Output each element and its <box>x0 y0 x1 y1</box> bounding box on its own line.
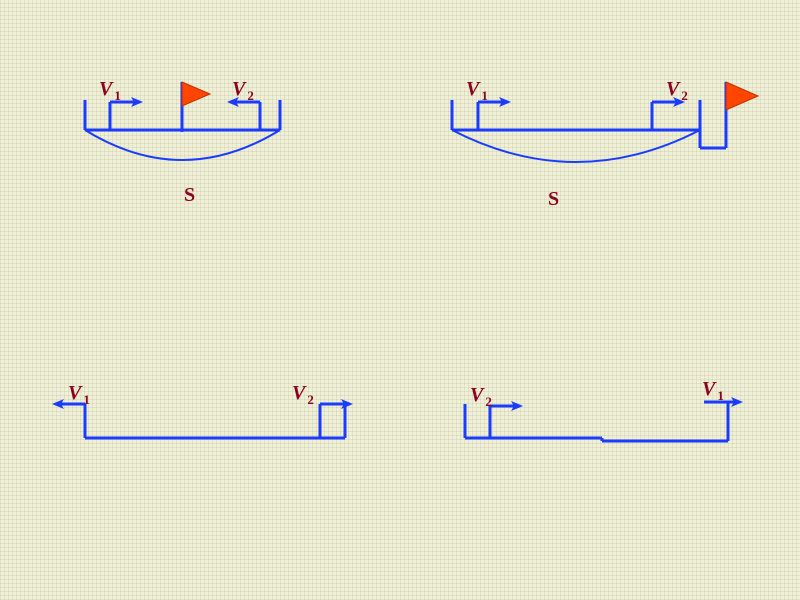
label-v2-tl: V2 <box>232 78 254 104</box>
label-s-tl: S <box>184 184 195 207</box>
label-v2-tr: V2 <box>666 78 688 104</box>
label-s-tr: S <box>548 188 559 211</box>
label-v1-tl: V1 <box>99 78 121 104</box>
label-v1-br: V1 <box>702 378 724 404</box>
label-v2-bl: V2 <box>292 382 314 408</box>
label-v2-br: V2 <box>470 384 492 410</box>
label-v1-bl: V1 <box>68 382 90 408</box>
label-v1-tr: V1 <box>466 78 488 104</box>
